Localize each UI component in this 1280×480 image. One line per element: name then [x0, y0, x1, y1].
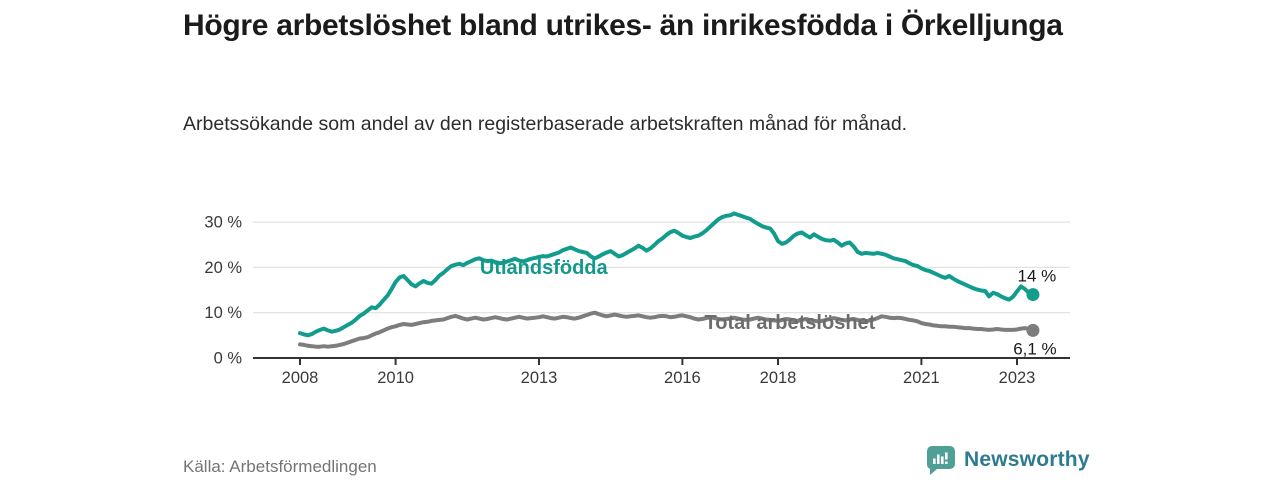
series-line-utlandsfodda [298, 211, 1035, 338]
series-end-dot [1026, 288, 1040, 302]
y-tick-label: 30 % [204, 214, 242, 232]
source-note: Källa: Arbetsförmedlingen [183, 457, 377, 476]
chart-area: 0 % 10 % 20 % 30 % 2008 2010 2013 2016 2018 2021 2… [180, 190, 1100, 410]
x-tick-label: 2016 [664, 369, 701, 387]
newsworthy-speech-bubble-chart-icon [927, 446, 955, 475]
brand-name: Newsworthy [964, 448, 1090, 471]
y-tick-label: 20 % [204, 259, 242, 277]
series-end-dot [1026, 323, 1040, 337]
end-value-label: 14 % [1018, 267, 1057, 286]
x-tick-label: 2021 [903, 369, 940, 387]
series-label: Total arbetslöshet [705, 312, 876, 334]
end-value-label: 6,1 % [1013, 339, 1056, 358]
y-tick-label: 10 % [204, 304, 242, 322]
x-tick-label: 2018 [760, 369, 797, 387]
chart-svg: 0 % 10 % 20 % 30 % 2008 2010 2013 2016 2018 2021 2… [204, 211, 1070, 387]
x-tick-label: 2023 [999, 369, 1036, 387]
x-tick-label: 2013 [521, 369, 558, 387]
series-label: Utlandsfödda [480, 257, 609, 279]
y-tick-label: 0 % [214, 350, 243, 368]
page-subtitle: Arbetssökande som andel av den registerb… [183, 113, 908, 135]
brand-logo: Newsworthy [925, 444, 1090, 476]
x-tick-label: 2008 [282, 369, 319, 387]
series-line-total [298, 310, 1035, 349]
x-tick-label: 2010 [377, 369, 414, 387]
page-title: Högre arbetslöshet bland utrikes- än inr… [183, 9, 1063, 42]
